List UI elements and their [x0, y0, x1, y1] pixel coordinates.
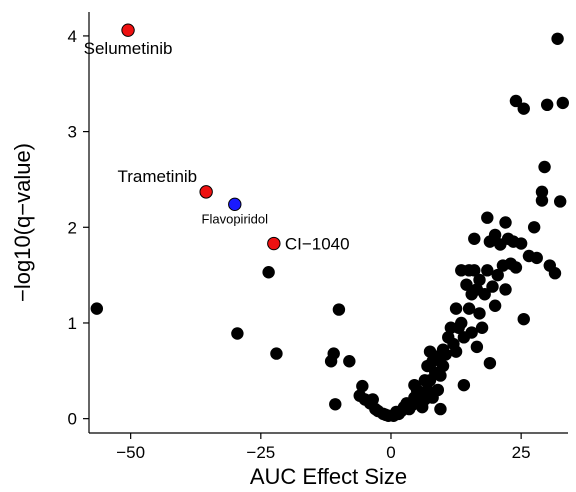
data-point: [530, 251, 543, 265]
data-point: [483, 356, 497, 370]
data-point: [455, 316, 468, 330]
data-point: [457, 378, 471, 392]
data-point: [486, 280, 499, 293]
data-point: [434, 369, 447, 382]
data-point: [556, 96, 569, 110]
data-point: [514, 237, 528, 250]
data-points: [90, 32, 569, 422]
data-point: [540, 98, 554, 112]
data-point: [332, 303, 346, 316]
x-tick-label: 25: [512, 443, 531, 462]
ticks: −50 −25 0 25 0 1 2 3 4: [68, 27, 531, 462]
data-point: [356, 379, 369, 393]
data-point: [499, 216, 512, 229]
data-point: [553, 195, 567, 208]
data-point: [473, 273, 486, 287]
data-point: [460, 278, 473, 291]
point-label: Flavopiridol: [202, 211, 269, 226]
data-point: [491, 268, 504, 282]
data-point: [527, 221, 541, 234]
data-point: [366, 393, 379, 406]
data-point: [329, 398, 342, 411]
data-point: [509, 261, 523, 274]
data-point: [436, 359, 450, 373]
data-point: [517, 312, 530, 326]
data-point: [449, 302, 463, 315]
x-axis-title: AUC Effect Size: [250, 464, 407, 489]
data-point: [439, 348, 452, 361]
point-label: Selumetinib: [84, 39, 173, 58]
y-axis-title: −log10(q−value): [10, 143, 35, 302]
highlighted-point: [228, 197, 242, 212]
y-tick-label: 0: [68, 410, 77, 429]
data-point: [481, 264, 494, 277]
point-label: CI−1040: [285, 235, 350, 254]
data-point: [434, 402, 447, 416]
data-point: [90, 302, 104, 315]
axes: −50 −25 0 25 0 1 2 3 4: [68, 12, 568, 462]
data-point: [499, 283, 512, 296]
data-point: [548, 267, 562, 280]
data-point: [473, 307, 486, 320]
x-tick-label: −25: [246, 443, 275, 462]
data-point: [468, 232, 481, 245]
y-tick-label: 1: [68, 314, 77, 333]
data-point: [481, 211, 494, 224]
data-point: [231, 327, 244, 340]
y-tick-label: 4: [68, 27, 77, 46]
data-point: [478, 288, 491, 301]
y-tick-label: 2: [68, 218, 77, 237]
data-point: [551, 32, 564, 45]
data-point: [535, 185, 549, 199]
data-point: [535, 194, 549, 207]
x-tick-label: 0: [386, 443, 395, 462]
data-point: [324, 355, 338, 368]
highlighted-point: [267, 236, 281, 251]
data-point: [517, 102, 530, 115]
data-point: [431, 383, 445, 397]
highlighted-point: [199, 185, 213, 199]
data-point: [538, 160, 551, 174]
point-label: Trametinib: [117, 167, 197, 186]
data-point: [468, 264, 481, 277]
data-point: [270, 347, 283, 360]
x-tick-label: −50: [116, 443, 145, 462]
data-point: [488, 228, 502, 242]
data-point: [470, 340, 484, 354]
data-point: [462, 302, 476, 315]
data-point: [509, 94, 523, 108]
data-point: [449, 345, 463, 358]
data-point: [475, 321, 489, 334]
data-point: [343, 355, 356, 368]
highlighted-points: Selumetinib Trametinib Flavopiridol CI−1040: [84, 23, 350, 254]
data-point: [488, 299, 502, 312]
data-point: [465, 326, 478, 339]
y-tick-label: 3: [68, 123, 77, 142]
data-point: [262, 266, 275, 279]
highlighted-point: [121, 23, 135, 37]
